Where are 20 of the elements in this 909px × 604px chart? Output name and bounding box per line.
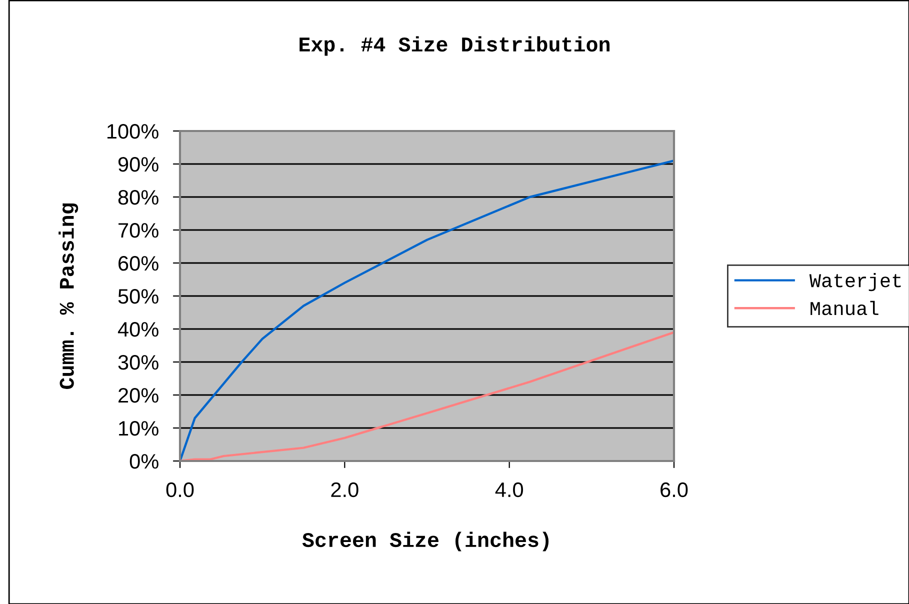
y-tick-label: 0% xyxy=(130,454,158,469)
x-tick-label: 0.0 xyxy=(166,482,194,498)
x-tick-label: 2.0 xyxy=(331,482,358,498)
x-tick-label: 6.0 xyxy=(660,482,688,498)
chart-title: Exp. #4 Size Distribution xyxy=(300,36,610,56)
y-tick-label: 60% xyxy=(118,256,158,271)
y-axis-title: Cumm. % Passing xyxy=(58,203,78,389)
legend-label: Waterjet xyxy=(809,273,901,292)
x-tick-label: 4.0 xyxy=(495,482,523,498)
y-tick-label: 70% xyxy=(118,223,158,238)
y-tick-label: 100% xyxy=(107,124,158,139)
legend-label: Manual xyxy=(810,300,878,316)
y-tick-label: 90% xyxy=(118,157,158,172)
y-tick-label: 10% xyxy=(119,421,158,436)
y-tick-label: 40% xyxy=(118,322,158,337)
y-tick-label: 30% xyxy=(118,355,158,370)
y-tick-label: 80% xyxy=(118,190,158,205)
y-tick-label: 50% xyxy=(118,289,158,304)
x-axis-title: Screen Size (inches) xyxy=(302,532,549,552)
y-tick-label: 20% xyxy=(118,388,158,403)
